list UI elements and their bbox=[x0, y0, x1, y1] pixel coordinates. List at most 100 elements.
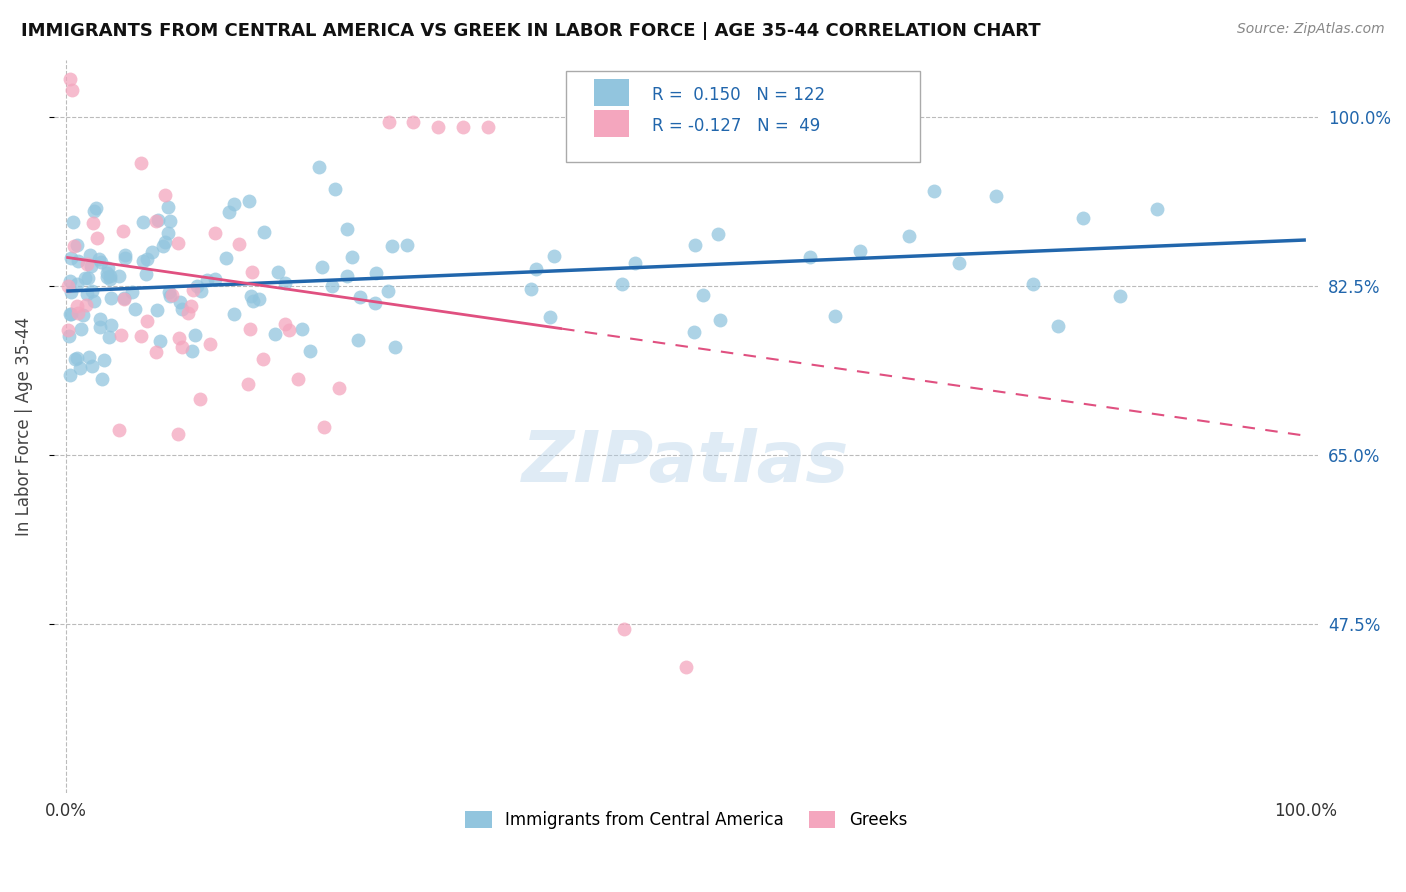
Point bbox=[155, 187, 177, 202]
Point bbox=[75, 298, 97, 312]
Point bbox=[167, 427, 190, 442]
Point bbox=[159, 214, 181, 228]
Point bbox=[84, 201, 107, 215]
Point bbox=[63, 238, 86, 252]
Point bbox=[83, 203, 105, 218]
Point bbox=[100, 318, 122, 333]
Point bbox=[83, 294, 105, 309]
Point bbox=[67, 253, 90, 268]
Point bbox=[132, 215, 155, 229]
Point bbox=[335, 269, 357, 284]
Point bbox=[349, 290, 371, 304]
Point bbox=[155, 235, 177, 250]
Point bbox=[136, 314, 159, 328]
Text: R = -0.127   N =  49: R = -0.127 N = 49 bbox=[652, 117, 820, 135]
Text: ZIPatlas: ZIPatlas bbox=[523, 428, 849, 497]
Point bbox=[190, 284, 212, 298]
Point bbox=[149, 334, 172, 348]
Point bbox=[186, 279, 208, 293]
Point bbox=[89, 312, 111, 326]
Point bbox=[66, 237, 89, 252]
Point bbox=[58, 279, 80, 293]
Point bbox=[311, 260, 333, 275]
Point bbox=[377, 115, 399, 129]
Point bbox=[112, 293, 135, 307]
Point bbox=[135, 268, 157, 282]
Point bbox=[114, 248, 136, 262]
Point bbox=[82, 216, 104, 230]
Point bbox=[336, 222, 359, 236]
Point bbox=[87, 252, 110, 267]
Point bbox=[93, 352, 115, 367]
FancyBboxPatch shape bbox=[593, 110, 628, 136]
Point bbox=[145, 213, 167, 227]
Point bbox=[77, 350, 100, 364]
Point bbox=[177, 306, 200, 320]
Point bbox=[228, 236, 250, 251]
Point bbox=[524, 262, 547, 277]
Point bbox=[181, 283, 204, 297]
Point bbox=[66, 277, 89, 291]
Point bbox=[381, 239, 404, 253]
Point bbox=[167, 331, 190, 345]
Point bbox=[240, 265, 263, 279]
Point bbox=[66, 299, 89, 313]
Point bbox=[82, 359, 104, 373]
Point bbox=[242, 294, 264, 309]
Point bbox=[347, 333, 370, 347]
Point bbox=[169, 294, 191, 309]
Point bbox=[59, 307, 82, 321]
Point bbox=[114, 251, 136, 265]
Point bbox=[148, 212, 170, 227]
Point bbox=[76, 287, 98, 301]
Point bbox=[58, 329, 80, 343]
Point bbox=[72, 308, 94, 322]
Point bbox=[623, 255, 645, 269]
Point bbox=[59, 71, 82, 86]
Point bbox=[97, 261, 120, 276]
Point bbox=[377, 285, 399, 299]
Point bbox=[98, 271, 121, 285]
Point bbox=[402, 115, 425, 129]
Point bbox=[80, 259, 103, 273]
Point bbox=[427, 120, 450, 135]
Point bbox=[613, 622, 636, 636]
Point bbox=[1109, 289, 1132, 303]
Point bbox=[100, 291, 122, 305]
Point bbox=[129, 156, 152, 170]
Point bbox=[156, 200, 179, 214]
Point bbox=[79, 248, 101, 262]
Legend: Immigrants from Central America, Greeks: Immigrants from Central America, Greeks bbox=[458, 804, 914, 836]
Point bbox=[96, 266, 118, 280]
Point bbox=[107, 268, 129, 283]
Point bbox=[342, 251, 364, 265]
Point bbox=[685, 237, 707, 252]
Point bbox=[170, 301, 193, 316]
Point bbox=[77, 271, 100, 285]
Point bbox=[264, 326, 287, 341]
Point bbox=[364, 296, 387, 310]
Point bbox=[91, 372, 114, 386]
Point bbox=[323, 182, 346, 196]
Point bbox=[76, 257, 98, 271]
Point bbox=[59, 368, 82, 382]
Point bbox=[287, 372, 309, 386]
Point bbox=[477, 120, 499, 135]
Point bbox=[1022, 277, 1045, 292]
Point bbox=[167, 236, 190, 251]
Point bbox=[198, 337, 221, 351]
Point bbox=[204, 272, 226, 286]
Point bbox=[121, 285, 143, 299]
Point bbox=[321, 279, 343, 293]
Point bbox=[384, 340, 406, 354]
Point bbox=[69, 322, 91, 336]
Point bbox=[543, 249, 565, 263]
Point bbox=[184, 327, 207, 342]
Point bbox=[709, 313, 731, 327]
Point bbox=[89, 319, 111, 334]
Point bbox=[238, 194, 260, 208]
Point bbox=[131, 253, 153, 268]
Point bbox=[1046, 319, 1069, 334]
Point bbox=[152, 238, 174, 252]
Point bbox=[80, 284, 103, 298]
